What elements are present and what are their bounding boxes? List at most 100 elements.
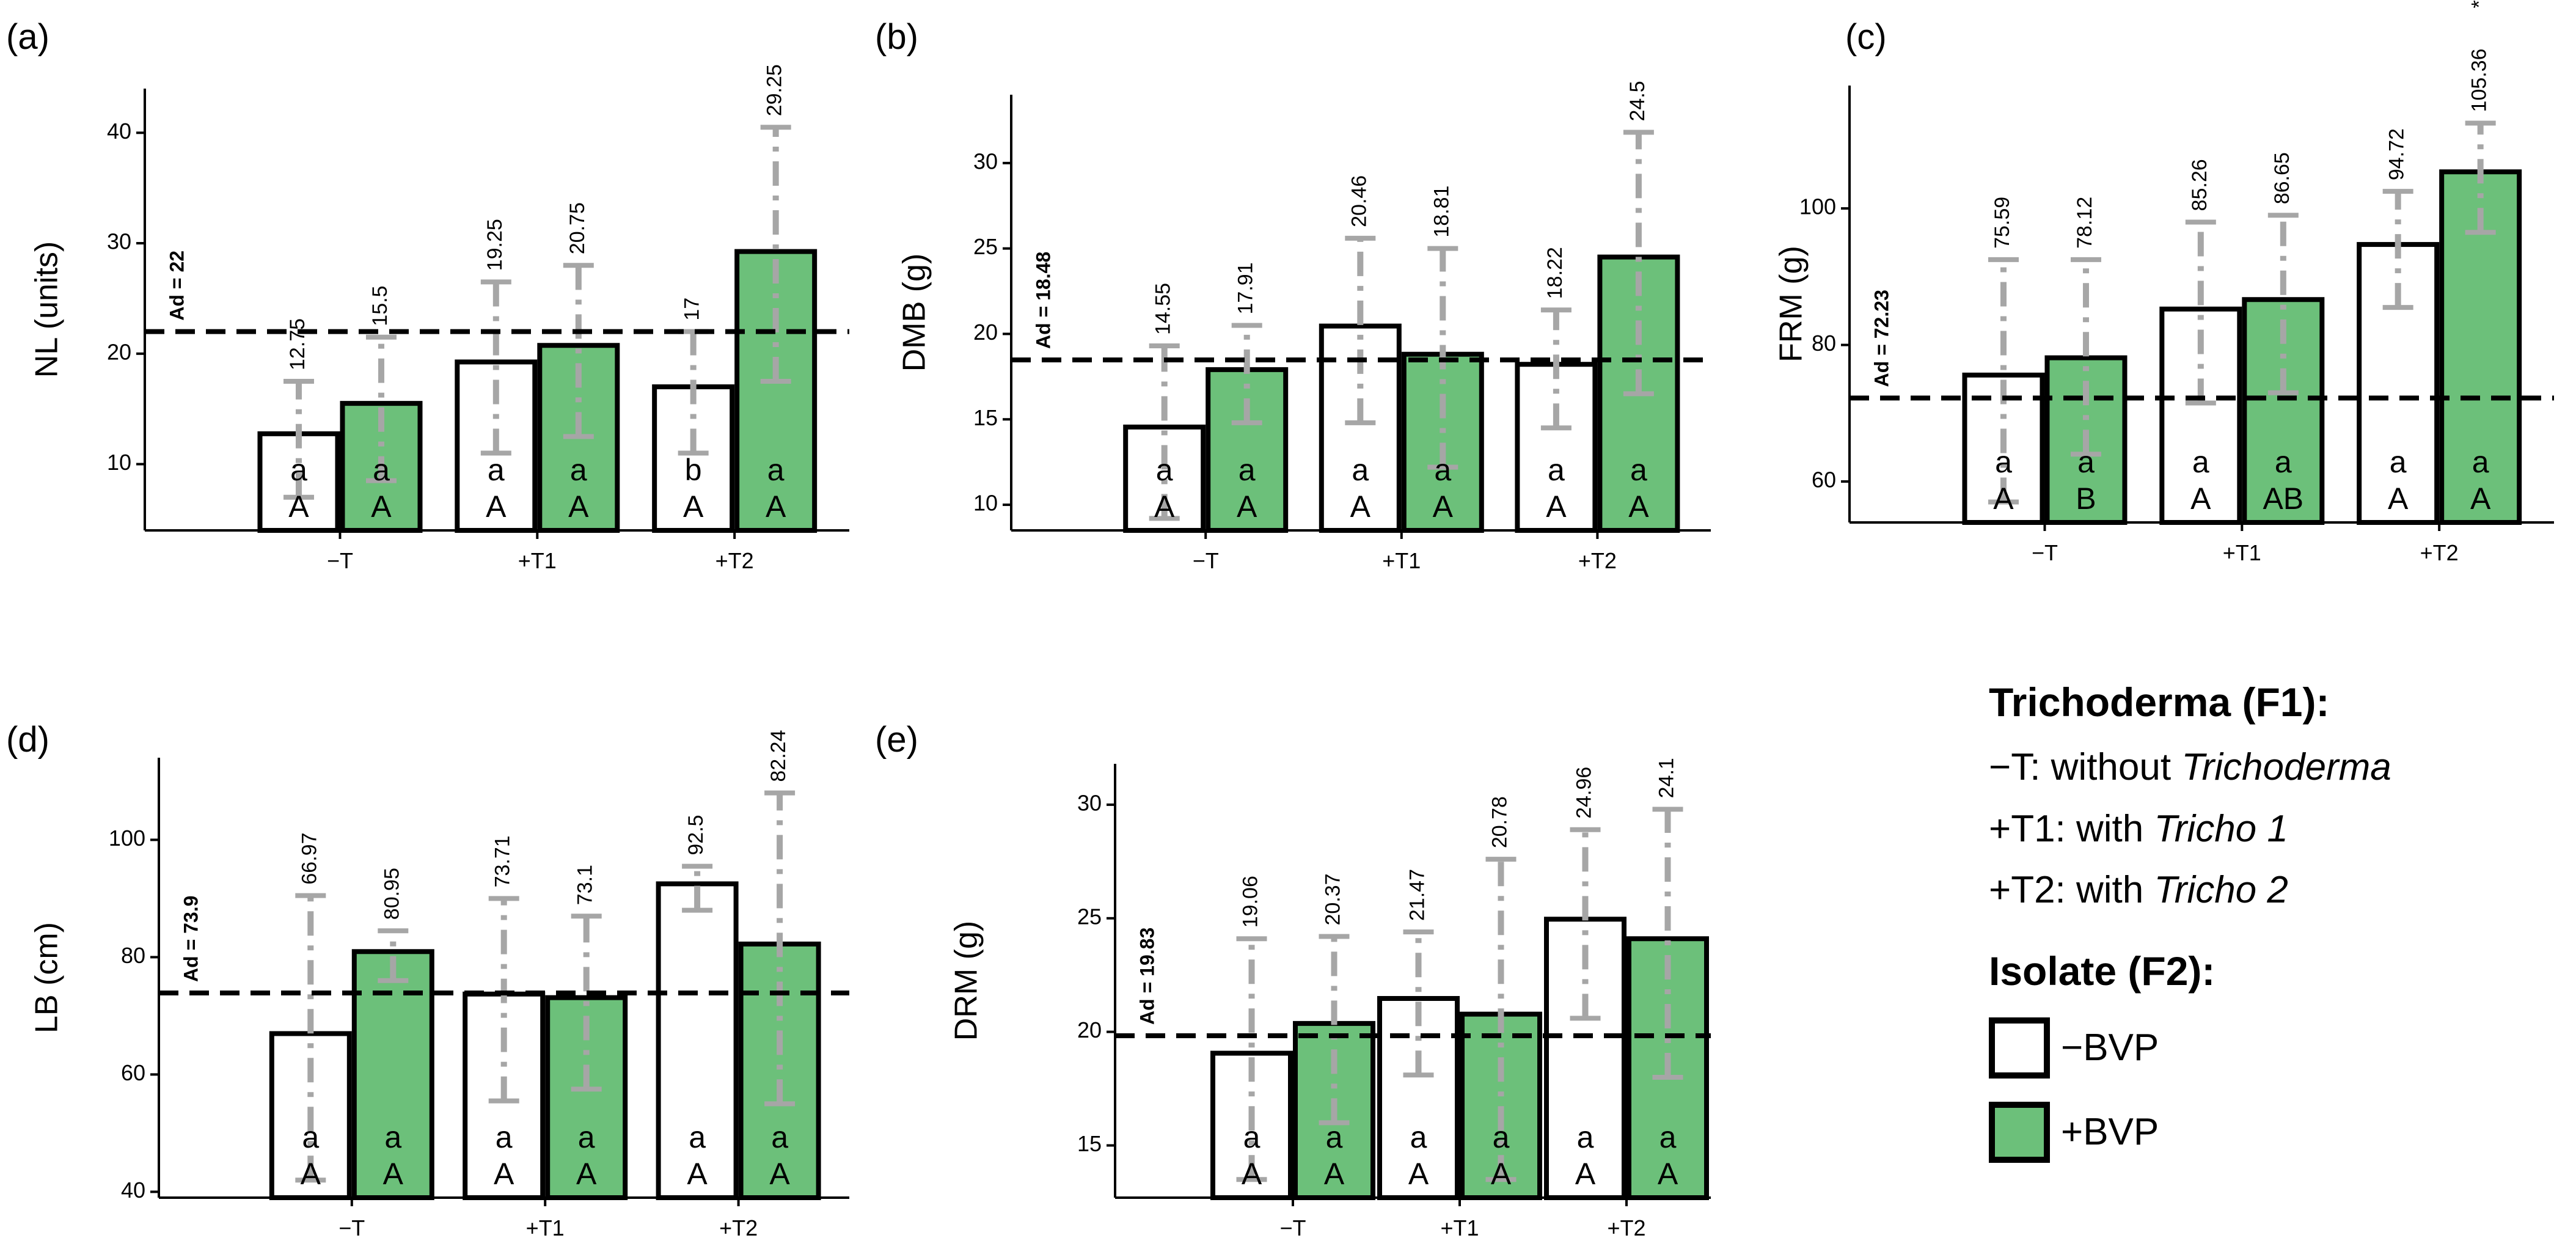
x-tick-label: −T xyxy=(338,1215,365,1240)
legend-f2-label: +BVP xyxy=(2061,1111,2159,1154)
value-label: 73.1 xyxy=(574,865,597,905)
value-label: 82.24 xyxy=(767,730,790,782)
letter-lower: a xyxy=(1577,1120,1594,1154)
panel-e: (e)DRM (g)15202530−T19.06aA20.37aA+T121.… xyxy=(875,720,1711,1240)
letter-lower: a xyxy=(2077,445,2095,479)
x-tick-label: +T2 xyxy=(1607,1215,1645,1240)
value-label: 86.65 xyxy=(2270,152,2294,204)
value-label: 19.25 xyxy=(483,219,507,271)
x-tick-label: +T1 xyxy=(518,548,557,573)
y-tick-label: 60 xyxy=(121,1060,145,1085)
letter-upper: A xyxy=(2388,482,2409,516)
letter-upper: A xyxy=(288,489,309,524)
legend-f1-item: +T2: with Tricho 2 xyxy=(1989,868,2563,913)
letter-lower: a xyxy=(1352,453,1369,487)
letter-upper: A xyxy=(1154,489,1175,524)
value-label: 24.96 xyxy=(1572,767,1595,819)
x-tick-label: +T1 xyxy=(2223,540,2261,565)
letter-upper: A xyxy=(1408,1157,1429,1191)
letter-upper: A xyxy=(568,489,589,524)
letter-lower: a xyxy=(578,1120,595,1154)
panel-label: (b) xyxy=(875,17,918,57)
legend-f1-item-italic: Tricho 2 xyxy=(2154,868,2288,911)
value-label: 17.91 xyxy=(1234,262,1257,314)
letter-upper: A xyxy=(687,1157,708,1191)
bar-plus-bvp xyxy=(1206,367,1289,533)
y-tick-label: 40 xyxy=(121,1178,145,1203)
letter-lower: a xyxy=(1995,445,2012,479)
value-label: 66.97 xyxy=(298,833,321,885)
letter-lower: a xyxy=(1630,453,1647,487)
reference-line-label: Ad = 73.9 xyxy=(180,896,202,982)
value-label: 80.95 xyxy=(380,868,403,920)
value-label: 29.25 xyxy=(763,64,786,116)
legend-f1-item-italic: Tricho 1 xyxy=(2154,807,2288,850)
panel-label: (c) xyxy=(1845,17,1887,57)
letter-lower: a xyxy=(570,453,587,487)
x-tick-label: +T2 xyxy=(715,548,754,573)
x-tick-label: −T xyxy=(1193,548,1219,573)
value-label: 19.06 xyxy=(1239,876,1262,928)
letter-upper: A xyxy=(576,1157,597,1191)
letter-upper: A xyxy=(683,489,704,524)
y-tick-label: 15 xyxy=(1077,1131,1102,1156)
bar-plus-bvp xyxy=(1626,936,1709,1200)
panel-label: (a) xyxy=(6,17,49,57)
letter-upper: A xyxy=(1324,1157,1345,1191)
letter-lower: a xyxy=(1493,1120,1510,1154)
value-label: 24.1 xyxy=(1655,758,1678,798)
legend-f2-title: Isolate (F2): xyxy=(1989,948,2216,994)
value-label: 73.71 xyxy=(491,835,514,887)
letter-upper: B xyxy=(2076,482,2096,516)
value-label: 20.78 xyxy=(1488,796,1511,848)
letter-upper: A xyxy=(494,1157,514,1191)
x-tick-label: +T1 xyxy=(526,1215,565,1240)
bar-minus-bvp xyxy=(1377,995,1460,1200)
value-label: 78.12 xyxy=(2073,197,2096,249)
letter-lower: a xyxy=(373,453,390,487)
value-label: 15.5 xyxy=(368,286,392,326)
y-tick-label: 40 xyxy=(107,119,131,144)
x-tick-label: +T2 xyxy=(719,1215,758,1240)
letter-lower: a xyxy=(384,1120,401,1154)
letter-lower: a xyxy=(771,1120,788,1154)
x-tick-label: +T1 xyxy=(1440,1215,1479,1240)
legend-f2-item: +BVP xyxy=(1989,1096,2563,1168)
letter-lower: a xyxy=(1239,453,1256,487)
y-axis-label: FRM (g) xyxy=(1774,246,1809,362)
letter-lower: a xyxy=(1243,1120,1261,1154)
value-label: 24.5 xyxy=(1626,81,1649,121)
y-axis-label: NL (units) xyxy=(29,241,65,378)
x-tick-label: +T2 xyxy=(1578,548,1617,573)
letter-lower: a xyxy=(1659,1120,1677,1154)
legend-f1-item: −T: without Trichoderma xyxy=(1989,745,2563,790)
letter-lower: a xyxy=(689,1120,706,1154)
x-tick-label: −T xyxy=(1279,1215,1306,1240)
legend: Trichoderma (F1): −T: without Trichoderm… xyxy=(1989,678,2563,1181)
value-label: 94.72 xyxy=(2385,128,2409,180)
letter-upper: A xyxy=(2190,482,2211,516)
x-tick-label: +T1 xyxy=(1382,548,1421,573)
y-tick-label: 60 xyxy=(1812,467,1836,492)
y-tick-label: 30 xyxy=(107,229,131,254)
legend-f1-item-prefix: +T1: with xyxy=(1989,807,2154,850)
bar-minus-bvp xyxy=(656,881,739,1200)
letter-lower: a xyxy=(1434,453,1451,487)
panel-a: (a)NL (units)10203040−T12.75aA15.5aA+T11… xyxy=(6,17,849,573)
letter-upper: A xyxy=(2470,482,2491,516)
letter-lower: a xyxy=(1156,453,1173,487)
value-label: 12.75 xyxy=(286,318,309,370)
y-tick-label: 30 xyxy=(973,148,998,174)
reference-line-label: Ad = 72.23 xyxy=(1870,290,1892,387)
panel-b: (b)DMB (g)1015202530−T14.55aA17.91aA+T12… xyxy=(875,17,1711,573)
reference-line-label: Ad = 18.48 xyxy=(1032,252,1054,349)
letter-lower: a xyxy=(767,453,785,487)
letter-upper: A xyxy=(383,1157,404,1191)
y-tick-label: 20 xyxy=(1077,1017,1102,1042)
letter-upper: A xyxy=(1628,489,1649,524)
reference-line-label: Ad = 22 xyxy=(166,251,188,321)
value-label: 20.46 xyxy=(1347,175,1370,227)
y-tick-label: 20 xyxy=(973,320,998,345)
letter-lower: a xyxy=(290,453,307,487)
letter-upper: A xyxy=(1242,1157,1262,1191)
